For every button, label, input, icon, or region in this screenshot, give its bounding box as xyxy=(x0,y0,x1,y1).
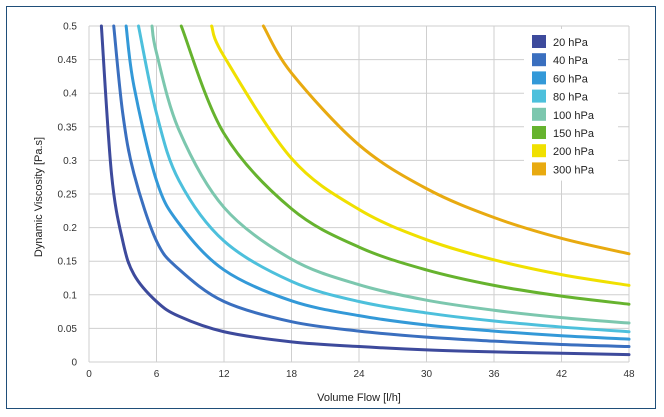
legend-swatch xyxy=(532,107,546,121)
x-tick-label: 24 xyxy=(353,369,365,380)
series-line-0 xyxy=(99,24,631,357)
legend-label: 300 hPa xyxy=(553,164,595,176)
series-line-1 xyxy=(112,24,631,349)
legend-label: 80 hPa xyxy=(553,92,589,104)
legend-swatch xyxy=(532,35,546,48)
y-tick-label: 0.2 xyxy=(63,223,77,234)
y-tick-labels: 0 0.05 0.1 0.15 0.2 0.25 0.3 0.35 0.4 0.45 0.5 xyxy=(58,22,78,369)
legend-label: 200 hPa xyxy=(553,146,595,158)
legend-label: 60 hPa xyxy=(553,73,589,85)
legend-swatch xyxy=(532,126,546,139)
series-line-2 xyxy=(124,24,631,341)
x-axis-label: Volume Flow [l/h] xyxy=(317,392,401,404)
y-tick-label: 0 xyxy=(71,358,77,369)
x-tick-label: 36 xyxy=(488,369,500,380)
x-tick-label: 12 xyxy=(218,369,230,380)
legend-label: 150 hPa xyxy=(553,128,595,140)
y-tick-label: 0.4 xyxy=(63,89,77,100)
series-line-3 xyxy=(137,24,631,334)
y-tick-label: 0.3 xyxy=(63,156,77,167)
y-tick-label: 0.25 xyxy=(58,190,78,201)
series-line-4 xyxy=(150,24,631,325)
x-tick-label: 0 xyxy=(86,369,92,380)
series-line-5 xyxy=(179,24,631,306)
x-tick-label: 42 xyxy=(556,369,568,380)
x-tick-label: 30 xyxy=(421,369,433,380)
y-axis-label: Dynamic Viscosity [Pa.s] xyxy=(33,137,45,257)
y-tick-label: 0.45 xyxy=(58,55,78,66)
y-tick-label: 0.5 xyxy=(63,22,77,33)
legend-swatch xyxy=(532,53,546,67)
legend: 20 hPa 40 hPa 60 hPa 80 hPa 100 hPa 150 hPa 20… xyxy=(524,29,618,181)
series-line-6 xyxy=(210,24,631,287)
x-tick-label: 48 xyxy=(623,369,635,380)
legend-label: 20 hPa xyxy=(553,37,589,49)
series-line-7 xyxy=(261,24,631,256)
x-tick-label: 6 xyxy=(154,369,160,380)
y-tick-label: 0.05 xyxy=(58,324,78,335)
legend-swatch xyxy=(532,71,546,85)
x-tick-label: 18 xyxy=(286,369,298,380)
legend-swatch xyxy=(532,144,546,158)
legend-swatch xyxy=(532,162,546,176)
x-tick-labels: 0 6 12 18 24 30 36 42 48 xyxy=(86,369,635,380)
legend-label: 40 hPa xyxy=(553,55,589,67)
y-tick-label: 0.35 xyxy=(58,122,78,133)
legend-label: 100 hPa xyxy=(553,110,595,122)
series-lines xyxy=(99,24,631,357)
legend-swatch xyxy=(532,89,546,103)
y-tick-label: 0.15 xyxy=(58,257,78,268)
y-tick-label: 0.1 xyxy=(63,290,77,301)
